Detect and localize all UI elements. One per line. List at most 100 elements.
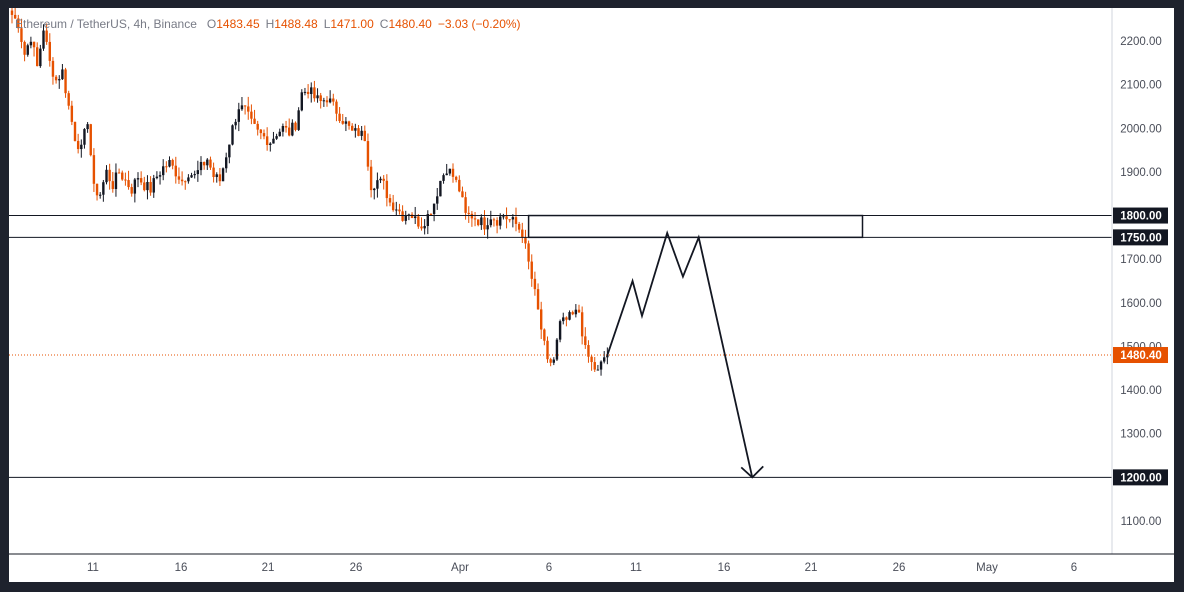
candle-body (514, 217, 518, 224)
candle-body (590, 356, 593, 363)
candle-body (546, 340, 549, 360)
candle-body (486, 225, 489, 230)
candle-body (29, 41, 33, 46)
candle-body (391, 202, 395, 211)
symbol-legend: Ethereum / TetherUS, 4h, Binance O 1483.4… (15, 17, 527, 31)
candle-body (467, 212, 470, 214)
candle-body (291, 122, 294, 136)
candle-body (549, 359, 552, 363)
candle-body (388, 198, 392, 203)
x-tick-label: 6 (1071, 562, 1077, 574)
candle-body (218, 174, 222, 182)
candle-body (45, 30, 48, 42)
candle-body (461, 191, 464, 198)
candle-body (155, 176, 159, 179)
candle-body (278, 131, 281, 137)
candle-body (373, 188, 376, 191)
candle-body (64, 69, 67, 94)
candle-body (354, 128, 357, 131)
candle-body (508, 219, 511, 221)
candle-body (281, 126, 285, 132)
candle-body (146, 181, 149, 191)
candle-body (114, 172, 118, 190)
candle-body (517, 223, 521, 230)
candle-body (325, 100, 329, 103)
candle-body (593, 362, 596, 370)
candle-body (568, 312, 571, 320)
y-tick-label: 1200.00 (1120, 472, 1162, 484)
candle-body (26, 45, 29, 55)
candle-body (511, 217, 515, 220)
candle-body (152, 178, 155, 193)
y-tick-label: 1400.00 (1120, 385, 1162, 397)
candle-body (67, 93, 70, 106)
candle-body (328, 98, 332, 103)
candle-body (351, 125, 354, 131)
candle-body (127, 180, 130, 188)
candle-body (338, 113, 341, 121)
y-tick-label: 1480.40 (1120, 350, 1162, 362)
y-tick-label: 1600.00 (1120, 298, 1162, 310)
candle-body (363, 130, 366, 142)
candle-body (105, 169, 108, 183)
x-tick-label: Apr (451, 562, 469, 574)
x-tick-label: 26 (893, 562, 906, 574)
candle-body (269, 143, 272, 145)
candle-body (294, 122, 297, 130)
x-tick-label: May (976, 562, 998, 574)
candle-body (99, 194, 102, 196)
candle-body (80, 144, 83, 150)
y-label-box (1113, 347, 1168, 364)
low-label: L (323, 17, 331, 31)
y-tick-label: 1300.00 (1120, 429, 1162, 441)
zone-box (527, 214, 864, 239)
candle-body (596, 369, 600, 371)
chart-frame[interactable]: 2200.00 2100.00 2000.00 1900.00 1800.00 1750.… (9, 8, 1174, 582)
candle-body (212, 167, 215, 178)
candle-body (42, 30, 45, 49)
candle-body (202, 161, 206, 166)
candle-body (86, 124, 89, 130)
candle-body (445, 173, 448, 176)
candle-body (143, 182, 146, 191)
x-tick-label: 6 (546, 562, 552, 574)
candle-body (206, 159, 209, 166)
candle-body (426, 214, 429, 227)
y-tick-label: 1700.00 (1120, 254, 1162, 266)
candle-body (250, 111, 253, 119)
x-tick-label: 16 (718, 562, 731, 574)
candle-body (357, 128, 360, 136)
candle-body (464, 197, 467, 213)
candle-body (262, 133, 266, 137)
candle-body (574, 309, 578, 315)
high-label: H (265, 17, 275, 31)
candle-body (265, 136, 269, 145)
candle-body (247, 106, 250, 112)
candle-body (168, 160, 171, 167)
candle-body (527, 243, 530, 262)
y-tick-label: 1900.00 (1120, 167, 1162, 179)
x-tick-label: 21 (262, 562, 275, 574)
candle-body (297, 110, 300, 130)
x-tick-label: 21 (805, 562, 818, 574)
candle-body (555, 339, 559, 360)
y-label-box (1113, 207, 1168, 224)
candle-body (139, 178, 143, 183)
candle-body (448, 168, 452, 174)
candle-body (552, 359, 555, 363)
candle-body (209, 159, 212, 168)
candle-body (379, 178, 382, 181)
candle-body (253, 118, 256, 124)
candle-body (505, 216, 508, 220)
candle-body (341, 120, 344, 124)
candle-body (565, 317, 568, 320)
open-value: 1483.45 (216, 17, 260, 31)
candle-body (369, 166, 373, 191)
y-tick-label: 2100.00 (1120, 80, 1162, 92)
price-chart[interactable]: 2200.00 2100.00 2000.00 1900.00 1800.00 1750.… (9, 8, 1174, 582)
candle-body (20, 28, 23, 42)
candle-body (530, 261, 533, 279)
candle-body (284, 126, 288, 128)
x-tick-label: 11 (630, 562, 642, 574)
candle-body (382, 178, 385, 181)
